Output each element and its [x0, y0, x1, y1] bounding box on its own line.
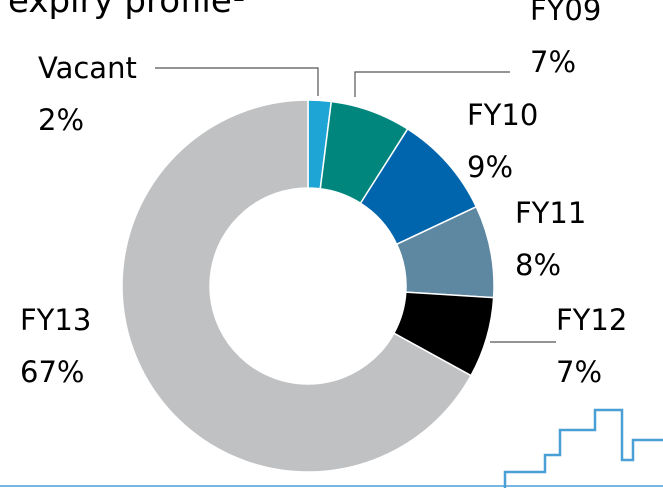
decoration — [503, 408, 663, 488]
slice-label: FY11 — [515, 196, 586, 230]
slice-label: FY09 — [530, 0, 601, 27]
slice-value-label: 2% — [38, 103, 84, 137]
slice-value-label: 8% — [515, 248, 561, 282]
leader-line — [354, 71, 510, 97]
slice-label: FY12 — [556, 303, 627, 337]
chart-title: expiry profile¹ — [8, 0, 245, 21]
leader-line — [155, 67, 319, 96]
slice-label: FY13 — [20, 303, 91, 337]
pie-slice — [121, 99, 473, 473]
slice-label: Vacant — [38, 51, 137, 85]
slice-value-label: 67% — [20, 355, 84, 389]
slice-value-label: 7% — [556, 355, 602, 389]
slice-value-label: 7% — [530, 45, 576, 79]
slice-label: FY10 — [467, 98, 538, 132]
slice-value-label: 9% — [467, 150, 513, 184]
